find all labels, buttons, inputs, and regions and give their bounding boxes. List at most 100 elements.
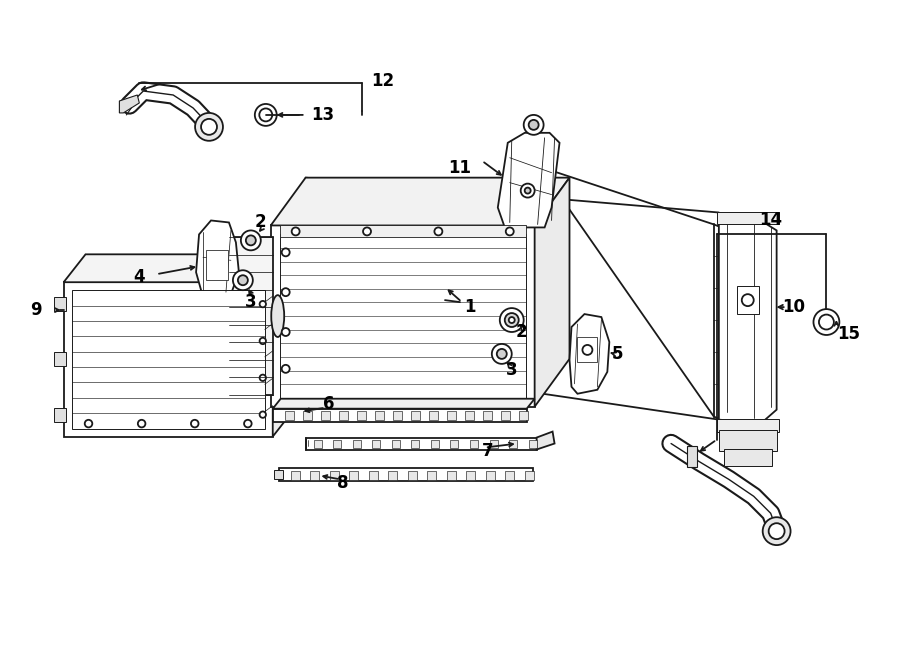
Polygon shape [719, 220, 777, 424]
Circle shape [525, 187, 531, 193]
Circle shape [85, 420, 93, 428]
Polygon shape [273, 254, 294, 436]
Bar [737, 286, 759, 314]
Bar [291, 471, 300, 479]
Circle shape [524, 115, 544, 135]
Bar [719, 430, 777, 451]
Bar [72, 290, 265, 428]
Polygon shape [279, 469, 533, 481]
Polygon shape [271, 177, 570, 226]
Polygon shape [120, 95, 140, 113]
Bar [333, 440, 341, 448]
Bar [411, 440, 419, 448]
Circle shape [259, 375, 266, 381]
Circle shape [282, 288, 290, 296]
Bar [206, 250, 228, 280]
Ellipse shape [271, 295, 284, 337]
Bar [329, 471, 338, 479]
Bar [446, 471, 455, 479]
Text: 8: 8 [337, 475, 348, 493]
Polygon shape [306, 438, 536, 449]
Circle shape [292, 228, 300, 236]
Bar [280, 226, 526, 238]
Polygon shape [229, 238, 273, 395]
Text: 14: 14 [759, 211, 782, 230]
Polygon shape [274, 471, 283, 479]
Bar [451, 440, 458, 448]
Polygon shape [273, 399, 535, 408]
Circle shape [255, 104, 276, 126]
Text: 2: 2 [255, 213, 266, 232]
Text: 15: 15 [837, 325, 859, 343]
Text: 4: 4 [133, 268, 145, 286]
Polygon shape [64, 254, 294, 282]
Text: 1: 1 [464, 298, 476, 316]
Circle shape [819, 314, 834, 330]
Bar [410, 411, 419, 420]
Bar [338, 411, 347, 420]
Bar [486, 471, 495, 479]
Circle shape [506, 228, 514, 236]
Bar [356, 411, 365, 420]
Text: 9: 9 [30, 301, 41, 319]
Circle shape [282, 248, 290, 256]
Bar [408, 471, 417, 479]
Bar [54, 408, 66, 422]
Circle shape [762, 517, 790, 545]
Bar [313, 440, 321, 448]
Bar [373, 440, 380, 448]
Bar [374, 411, 383, 420]
Polygon shape [535, 177, 570, 406]
Bar [525, 471, 534, 479]
Circle shape [259, 412, 266, 418]
Bar [392, 440, 400, 448]
Bar [717, 213, 778, 224]
Bar [482, 411, 491, 420]
Bar [470, 440, 478, 448]
Circle shape [500, 308, 524, 332]
Polygon shape [273, 408, 526, 422]
Polygon shape [570, 314, 609, 394]
Bar [428, 471, 436, 479]
Circle shape [238, 275, 248, 285]
Circle shape [508, 317, 515, 323]
Bar [500, 411, 509, 420]
Text: 11: 11 [448, 159, 472, 177]
Bar [428, 411, 437, 420]
Text: 3: 3 [506, 361, 518, 379]
Text: 5: 5 [611, 345, 623, 363]
Circle shape [491, 344, 512, 364]
Text: 7: 7 [482, 442, 494, 461]
Text: 3: 3 [245, 293, 256, 311]
Circle shape [497, 349, 507, 359]
Polygon shape [271, 226, 535, 406]
Bar [687, 446, 697, 467]
Bar [466, 471, 475, 479]
Bar [54, 297, 66, 311]
Bar [528, 440, 536, 448]
Polygon shape [64, 282, 273, 436]
Circle shape [282, 328, 290, 336]
Circle shape [244, 420, 252, 428]
Text: 13: 13 [311, 106, 334, 124]
Bar [320, 411, 329, 420]
Text: 10: 10 [782, 298, 806, 316]
Circle shape [814, 309, 840, 335]
Circle shape [769, 523, 785, 539]
Text: 2: 2 [516, 323, 527, 341]
Bar [724, 448, 771, 467]
Circle shape [505, 313, 518, 327]
Bar [284, 411, 293, 420]
Circle shape [259, 109, 272, 121]
Circle shape [138, 420, 146, 428]
Circle shape [363, 228, 371, 236]
Circle shape [259, 301, 266, 307]
Circle shape [528, 120, 538, 130]
Bar [464, 411, 473, 420]
Bar [349, 471, 358, 479]
Circle shape [742, 294, 753, 306]
Bar [302, 411, 311, 420]
Circle shape [191, 420, 199, 428]
Bar [578, 337, 598, 362]
Bar [505, 471, 514, 479]
